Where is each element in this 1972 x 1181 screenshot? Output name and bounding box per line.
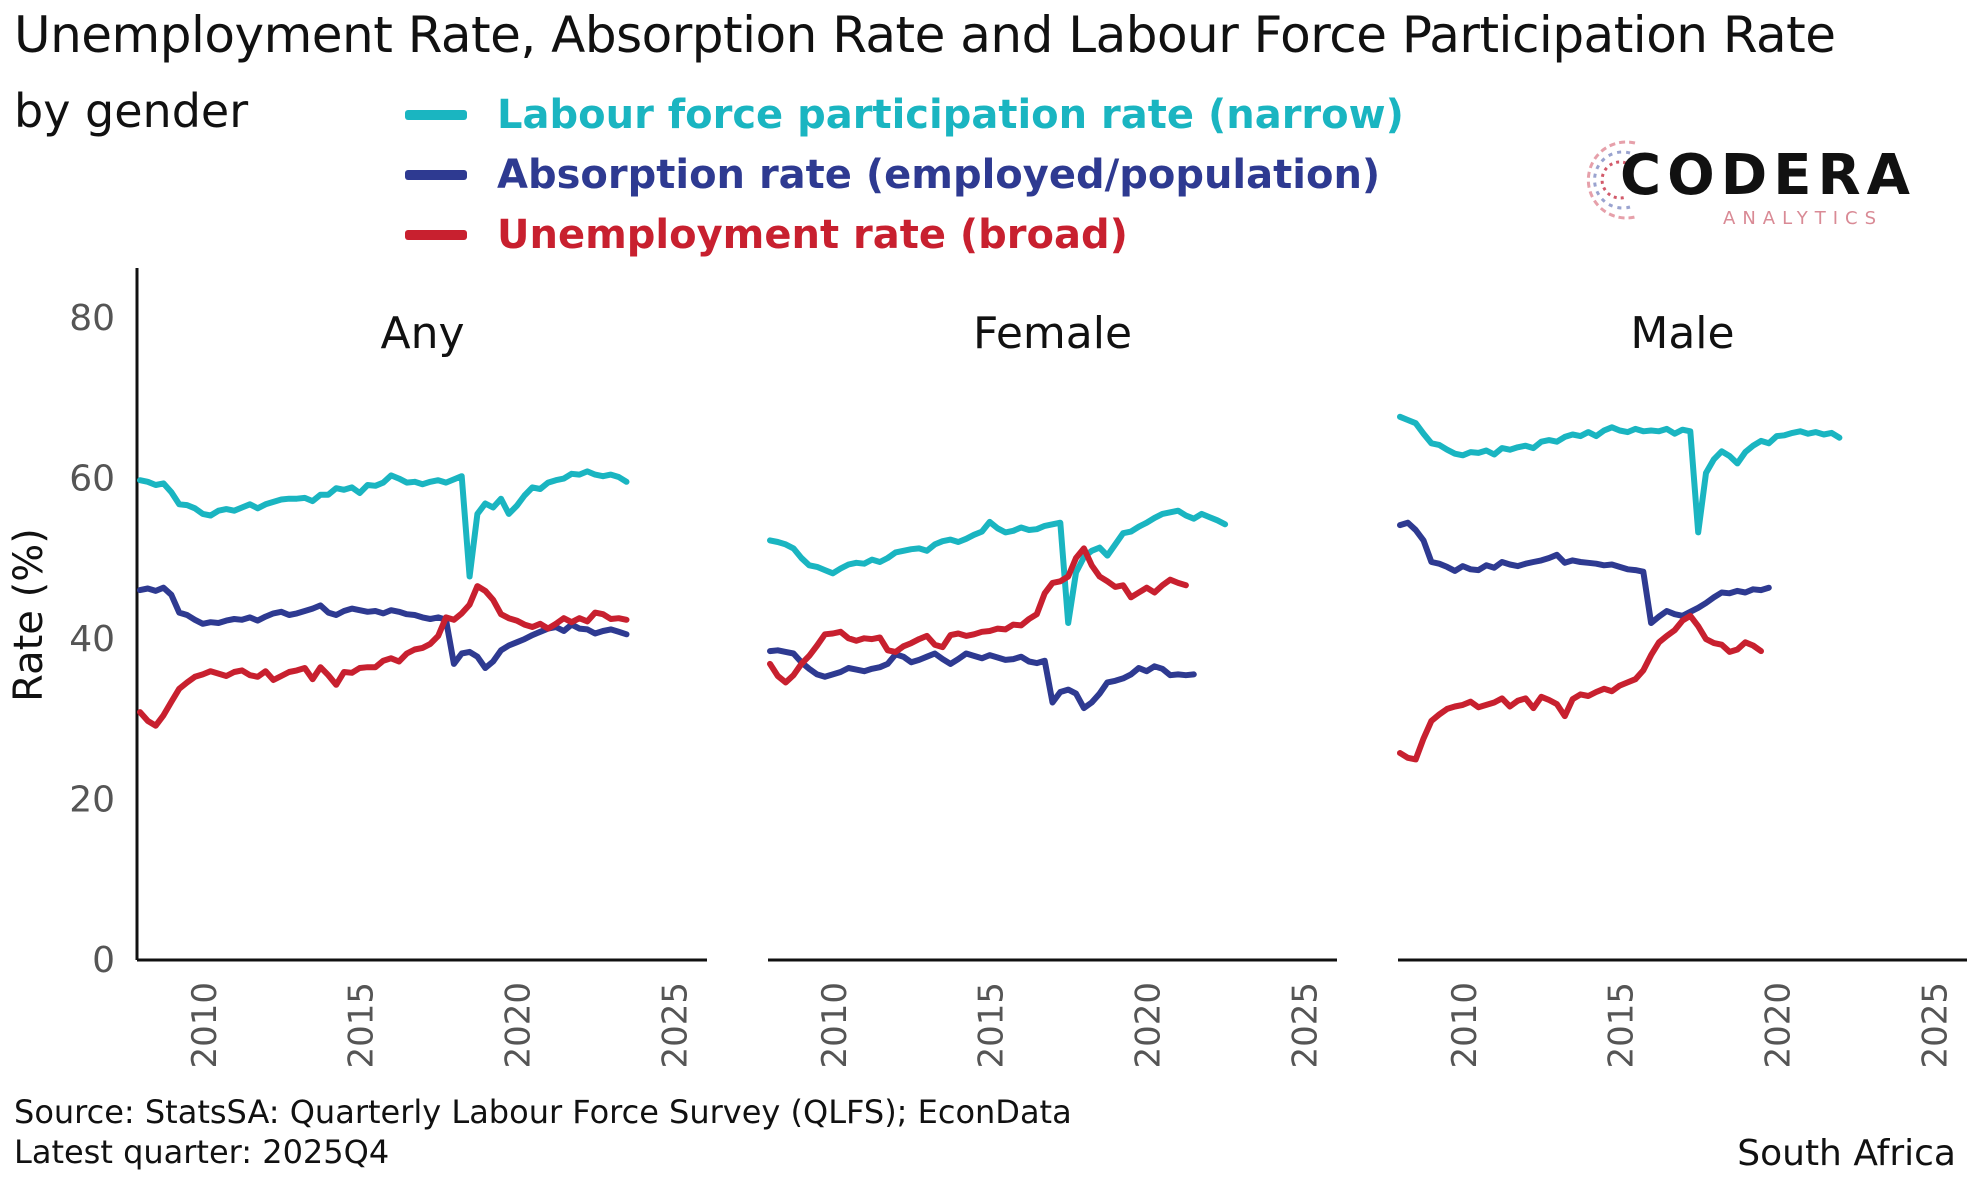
legend-item-absorption: Absorption rate (employed/population) bbox=[405, 152, 1380, 198]
legend-swatch-absorption bbox=[405, 170, 467, 180]
legend-label-absorption: Absorption rate (employed/population) bbox=[497, 152, 1381, 198]
x-tick-label: 2020 bbox=[499, 982, 539, 1069]
panel-title: Any bbox=[380, 308, 464, 359]
x-tick-label: 2015 bbox=[1602, 982, 1642, 1069]
legend-label-participation: Labour force participation rate (narrow) bbox=[497, 92, 1404, 138]
series-line bbox=[1397, 519, 1772, 626]
panel-title: Male bbox=[1630, 308, 1734, 359]
panel-title: Female bbox=[973, 308, 1132, 359]
y-tick-label: 0 bbox=[92, 940, 115, 981]
chart-area: 0 20 40 60 80 Rate (%) Any 2010 2015 2020 2025 Fema… bbox=[6, 268, 1967, 1069]
x-tick-label: 2015 bbox=[972, 982, 1012, 1069]
codera-logo: CODERA ANALYTICS bbox=[1580, 125, 1910, 235]
series-line bbox=[137, 583, 630, 729]
latest-quarter-note: Latest quarter: 2025Q4 bbox=[14, 1133, 390, 1171]
y-axis-label: Rate (%) bbox=[6, 528, 52, 702]
series-line bbox=[767, 545, 1189, 686]
legend-swatch-unemployment bbox=[405, 230, 467, 240]
series-line bbox=[767, 507, 1229, 626]
logo-name: CODERA bbox=[1620, 143, 1916, 208]
x-tick-label: 2025 bbox=[1916, 982, 1956, 1069]
x-tick-label: 2025 bbox=[1286, 982, 1326, 1069]
source-note: Source: StatsSA: Quarterly Labour Force … bbox=[14, 1093, 1072, 1131]
legend-item-participation: Labour force participation rate (narrow) bbox=[405, 92, 1404, 138]
legend-item-unemployment: Unemployment rate (broad) bbox=[405, 212, 1128, 258]
logo-mark-icon bbox=[1586, 140, 1636, 220]
x-tick-label: 2025 bbox=[656, 982, 696, 1069]
x-tick-label: 2010 bbox=[815, 982, 855, 1069]
x-tick-label: 2010 bbox=[185, 982, 225, 1069]
y-tick-label: 80 bbox=[69, 298, 115, 339]
legend-label-unemployment: Unemployment rate (broad) bbox=[497, 212, 1128, 258]
x-tick-label: 2020 bbox=[1129, 982, 1169, 1069]
page-title: Unemployment Rate, Absorption Rate and L… bbox=[14, 6, 1836, 64]
y-tick-label: 40 bbox=[69, 619, 115, 660]
y-tick-label: 20 bbox=[69, 780, 115, 821]
series-line bbox=[1397, 413, 1843, 536]
series-line bbox=[767, 647, 1197, 712]
page-subtitle: by gender bbox=[14, 84, 249, 138]
x-tick-label: 2010 bbox=[1445, 982, 1485, 1069]
x-tick-label: 2020 bbox=[1759, 982, 1799, 1069]
series-line bbox=[137, 468, 630, 580]
series-line bbox=[1397, 612, 1764, 763]
legend-swatch-participation bbox=[405, 110, 467, 120]
x-tick-label: 2015 bbox=[342, 982, 382, 1069]
region-label: South Africa bbox=[1737, 1133, 1956, 1174]
logo-subtitle: ANALYTICS bbox=[1723, 208, 1884, 229]
y-tick-label: 60 bbox=[69, 459, 115, 500]
